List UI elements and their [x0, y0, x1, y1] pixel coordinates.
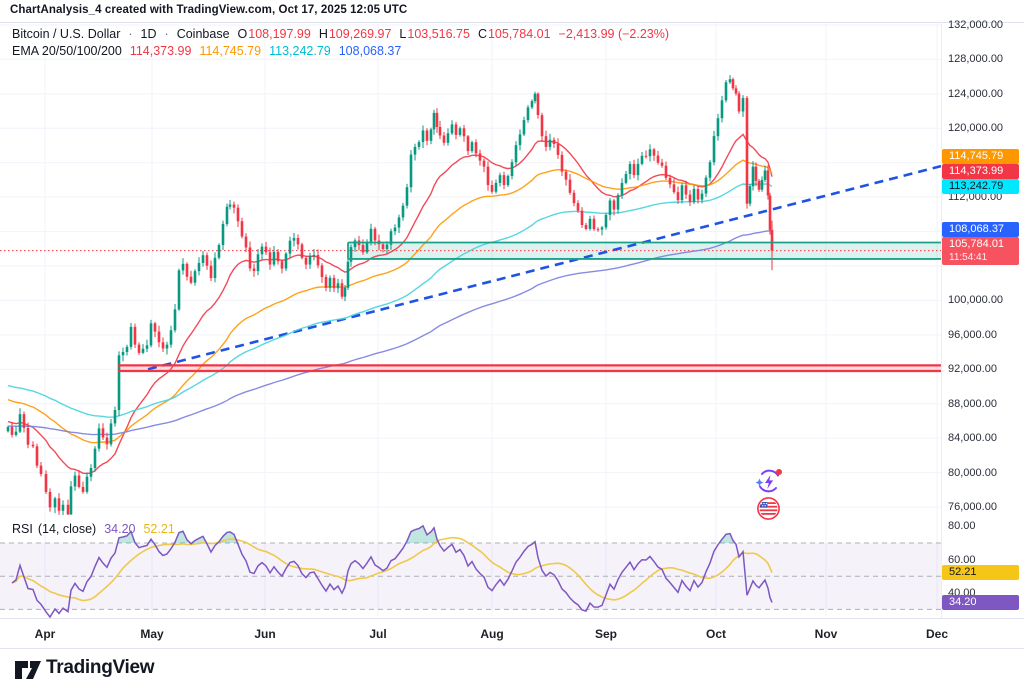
time-axis-month-label[interactable]: May: [140, 627, 164, 641]
ema200-value: 108,068.37: [338, 44, 402, 58]
ema200-badge: 108,068.37: [942, 221, 1019, 237]
time-axis-month-label[interactable]: Dec: [925, 627, 949, 641]
ema100-badge: 113,242.79: [942, 178, 1019, 194]
price-axis-label: 92,000.00: [948, 363, 997, 376]
rsi-params: (14, close): [37, 522, 97, 536]
rsi-ma-badge: 52.21: [942, 565, 1019, 581]
ohlc-high: H 109,269.97: [318, 27, 392, 41]
ema100-value: 113,242.79: [269, 44, 331, 58]
us-flag-economic-event-icon[interactable]: [756, 496, 781, 521]
ohlc-open: O 108,197.99: [237, 27, 311, 41]
price-axis-label: 132,000.00: [948, 19, 1004, 31]
price-axis-label: 112,000.00: [948, 191, 1003, 204]
ema-legend-row: EMA 20/50/100/200 114,373.99 114,745.79 …: [12, 44, 401, 58]
rsi-axis-label: 80.00: [948, 520, 976, 533]
time-axis-month-label[interactable]: Nov: [814, 627, 838, 641]
rsi-axis-label: 60.00: [948, 553, 976, 566]
price-axis-label: 124,000.00: [948, 87, 1004, 100]
title-bar: ChartAnalysis_4 created with TradingView…: [0, 0, 1024, 23]
ohlc-close: C 105,784.01: [477, 27, 551, 41]
bar-countdown: 11:54:41: [949, 251, 988, 263]
last-price-badge: 105,784.01 11:54:41: [942, 236, 1019, 265]
rsi-indicator-label[interactable]: RSI: [12, 522, 33, 536]
rsi-legend-row: RSI (14, close) 34.20 52.21: [12, 522, 175, 536]
axis-separator: [941, 22, 942, 618]
ema-indicator-label[interactable]: EMA 20/50/100/200: [12, 44, 122, 58]
tradingview-brand-text[interactable]: TradingView: [46, 657, 155, 678]
time-axis-month-label[interactable]: Apr: [34, 627, 56, 641]
rsi-ma-value: 52.21: [143, 522, 175, 536]
ema50-badge: 114,745.79: [942, 148, 1019, 164]
tradingview-logo-icon[interactable]: [14, 659, 42, 681]
price-axis-label: 128,000.00: [948, 53, 1004, 66]
price-axis-label: 100,000.00: [948, 294, 1004, 307]
interval-label[interactable]: 1D: [140, 27, 157, 41]
time-axis-separator: [0, 618, 1024, 619]
rsi-value: 34.20: [104, 522, 136, 536]
time-axis-month-label[interactable]: Aug: [480, 627, 504, 641]
exchange-label: Coinbase: [176, 27, 230, 41]
footer-separator: [0, 648, 1024, 649]
ema50-value: 114,745.79: [199, 44, 262, 58]
time-axis-month-label[interactable]: Jul: [369, 627, 387, 641]
ohlc-low: L 103,516.75: [399, 27, 470, 41]
symbol-name[interactable]: Bitcoin / U.S. Dollar: [12, 27, 121, 41]
price-axis-label: 88,000.00: [948, 397, 997, 410]
change-value: −2,413.99 (−2.23%): [558, 27, 670, 41]
chart-title: ChartAnalysis_4 created with TradingView…: [10, 4, 408, 16]
time-axis-month-label[interactable]: Oct: [705, 627, 727, 641]
price-axis-label: 96,000.00: [948, 328, 997, 341]
time-axis-month-label[interactable]: Sep: [594, 627, 618, 641]
price-axis-label: 120,000.00: [948, 122, 1004, 135]
price-axis-label: 84,000.00: [948, 432, 997, 445]
price-axis-label: 76,000.00: [948, 500, 997, 513]
rsi-value-badge: 34.20: [942, 594, 1019, 610]
ema20-badge: 114,373.99: [942, 163, 1019, 179]
ema20-value: 114,373.99: [129, 44, 192, 58]
ai-analysis-event-icon[interactable]: [753, 465, 785, 497]
time-axis-month-label[interactable]: Jun: [254, 627, 276, 641]
price-axis-label: 80,000.00: [948, 466, 997, 479]
